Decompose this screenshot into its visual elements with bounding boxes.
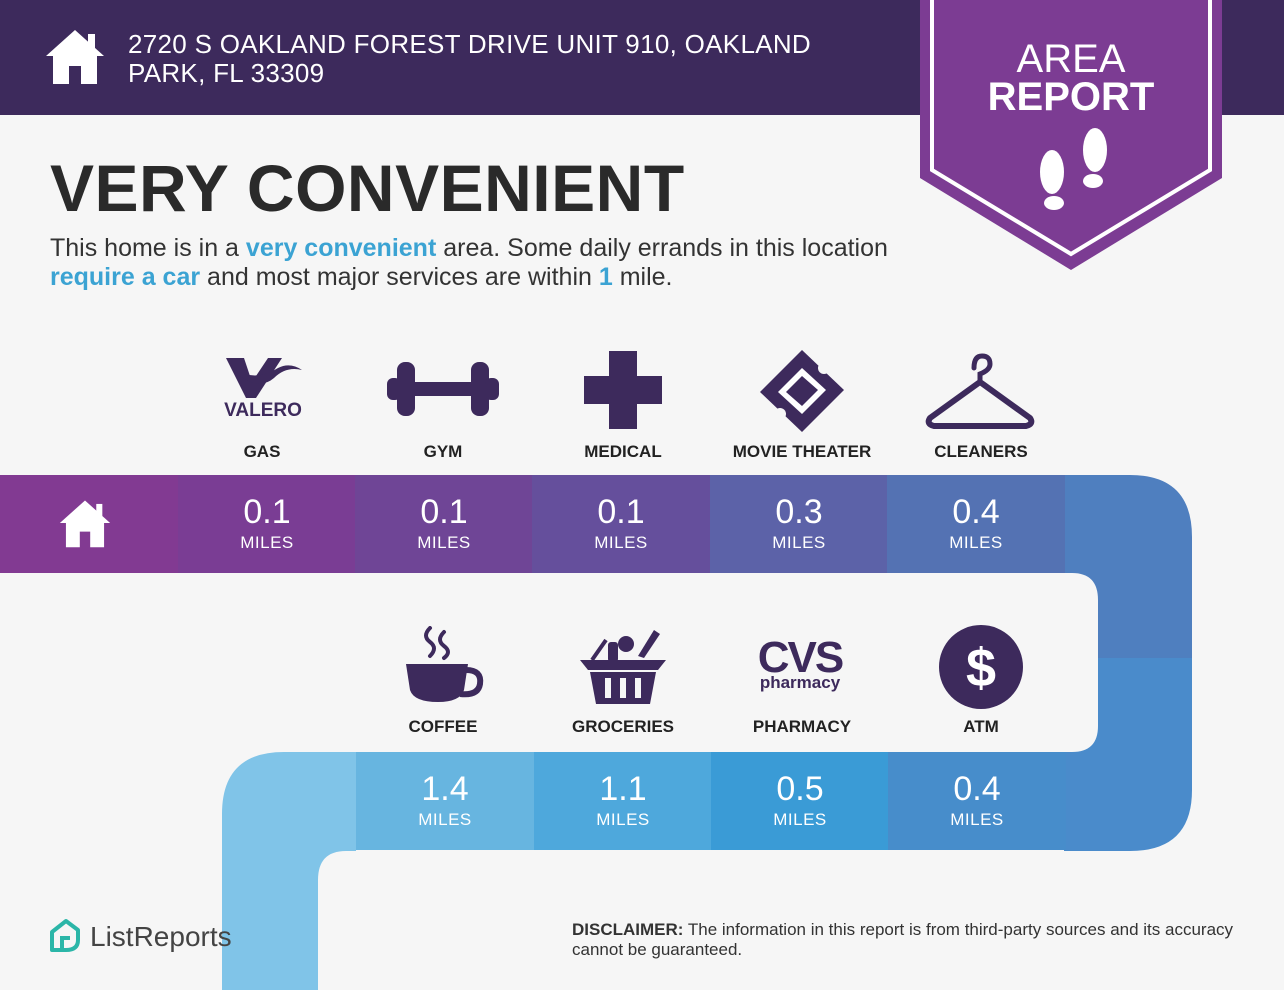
desc-text-2: area. Some daily errands in this locatio… bbox=[436, 234, 888, 262]
medical-cross-icon bbox=[584, 351, 662, 429]
area-report-badge bbox=[920, 0, 1222, 270]
distance-unit: MILES bbox=[949, 533, 1003, 552]
distance-gas: 0.1 MILES bbox=[178, 475, 356, 573]
distance-pharmacy: 0.5 MILES bbox=[711, 752, 889, 850]
label-cleaners: CLEANERS bbox=[934, 442, 1028, 461]
distance-value: 0.1 bbox=[420, 493, 468, 531]
badge-title: AREA REPORT bbox=[920, 37, 1222, 119]
distance-medical: 0.1 MILES bbox=[532, 475, 710, 573]
distance-value: 1.4 bbox=[421, 770, 469, 808]
listreports-logo-icon bbox=[50, 919, 80, 952]
hanger-icon bbox=[925, 353, 1035, 429]
distance-cleaners: 0.4 MILES bbox=[887, 475, 1065, 573]
label-coffee: COFFEE bbox=[408, 717, 478, 736]
dumbbell-icon bbox=[387, 362, 499, 416]
distance-value: 0.1 bbox=[597, 493, 645, 531]
desc-text-1: This home is in a bbox=[50, 234, 246, 262]
property-address: 2720 S OAKLAND FOREST DRIVE UNIT 910, OA… bbox=[128, 30, 811, 88]
valero-logo: VALERO bbox=[224, 358, 302, 421]
distance-unit: MILES bbox=[417, 533, 471, 552]
distance-value: 0.5 bbox=[776, 770, 824, 808]
distance-unit: MILES bbox=[772, 533, 826, 552]
desc-highlight-2: require a car bbox=[50, 263, 201, 291]
label-groceries: GROCERIES bbox=[571, 717, 675, 736]
grocery-basket-icon bbox=[580, 630, 666, 704]
badge-line-2: REPORT bbox=[987, 75, 1155, 119]
label-medical: MEDICAL bbox=[584, 442, 662, 461]
convenience-headline: VERY CONVENIENT bbox=[50, 151, 685, 225]
distance-unit: MILES bbox=[240, 533, 294, 552]
desc-text-3: and most major services are within bbox=[200, 263, 599, 291]
distance-unit: MILES bbox=[594, 533, 648, 552]
desc-highlight-1: very convenient bbox=[245, 234, 437, 262]
desc-text-4: mile. bbox=[612, 263, 673, 291]
distance-unit: MILES bbox=[418, 810, 472, 829]
distance-movie-theater: 0.3 MILES bbox=[710, 475, 888, 573]
distance-groceries: 1.1 MILES bbox=[534, 752, 712, 850]
valero-logo-text: VALERO bbox=[224, 400, 302, 421]
distance-value: 0.1 bbox=[243, 493, 291, 531]
disclaimer-label: DISCLAIMER: bbox=[572, 920, 684, 939]
dollar-sign-text: $ bbox=[966, 638, 996, 698]
house-icon bbox=[46, 30, 104, 84]
badge-line-1: AREA bbox=[1016, 37, 1126, 81]
ticket-icon bbox=[760, 350, 844, 432]
distance-unit: MILES bbox=[950, 810, 1004, 829]
disclaimer: DISCLAIMER: The information in this repo… bbox=[572, 920, 1252, 960]
home-start-icon bbox=[59, 500, 111, 548]
label-gas: GAS bbox=[243, 442, 281, 461]
distance-coffee: 1.4 MILES bbox=[356, 752, 534, 850]
distance-gym: 0.1 MILES bbox=[355, 475, 533, 573]
label-atm: ATM bbox=[963, 717, 999, 736]
label-pharmacy: PHARMACY bbox=[752, 717, 852, 736]
distance-unit: MILES bbox=[773, 810, 827, 829]
address-line-2: PARK, FL 33309 bbox=[128, 58, 325, 88]
dollar-icon: $ bbox=[939, 625, 1023, 709]
coffee-cup-icon bbox=[406, 626, 484, 702]
cvs-logo-text: CVS bbox=[758, 633, 843, 682]
distance-atm: 0.4 MILES bbox=[888, 752, 1066, 850]
distance-value: 0.4 bbox=[952, 493, 1000, 531]
distance-unit: MILES bbox=[596, 810, 650, 829]
footprints-icon bbox=[1040, 128, 1107, 210]
distance-value: 0.3 bbox=[775, 493, 823, 531]
cvs-pharmacy-logo: CVS pharmacy bbox=[758, 633, 845, 692]
disclaimer-text: The information in this report is from t… bbox=[572, 920, 1234, 959]
label-movie-theater: MOVIE THEATER bbox=[732, 442, 872, 461]
desc-highlight-3: 1 bbox=[598, 263, 613, 291]
convenience-description: This home is in a very convenient area. … bbox=[50, 234, 920, 292]
address-line-1: 2720 S OAKLAND FOREST DRIVE UNIT 910, OA… bbox=[128, 29, 811, 59]
label-gym: GYM bbox=[423, 442, 463, 461]
distance-value: 0.4 bbox=[953, 770, 1001, 808]
pharmacy-logo-text: pharmacy bbox=[760, 673, 841, 692]
distance-value: 1.1 bbox=[599, 770, 647, 808]
listreports-logo-text: ListReports bbox=[90, 921, 232, 952]
